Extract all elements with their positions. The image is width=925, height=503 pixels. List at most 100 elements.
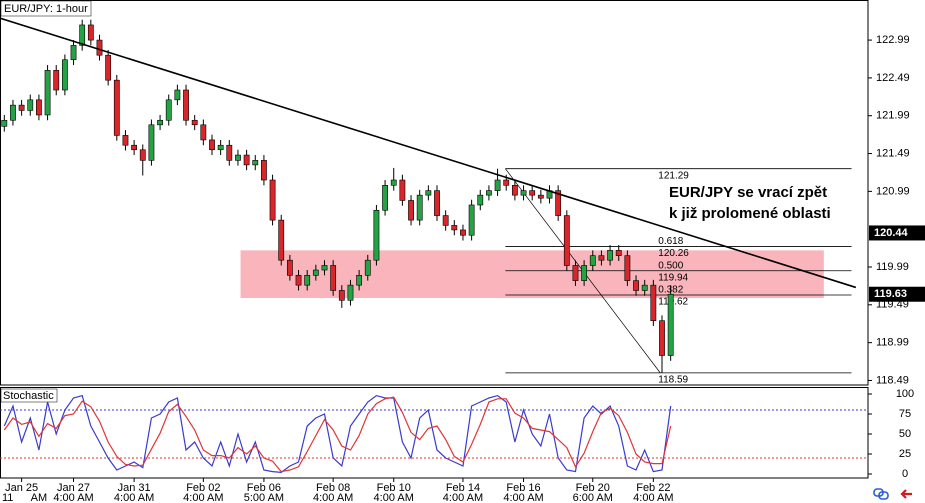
candle-body [278,219,285,261]
price-tag [869,286,925,302]
fib-label: 121.29 [658,170,689,181]
price-tag-label: 119.63 [874,288,907,300]
candle-body [589,255,596,266]
candle-body [434,190,440,216]
candle-body [295,275,302,286]
x-tick-label: Jan 25 [5,482,38,494]
candle-body [200,124,207,141]
x-time-label: 6:00 AM [573,492,613,503]
candle-body [96,39,103,56]
candle-body [252,160,259,166]
candle-body [174,89,181,101]
candle-body [442,215,449,226]
candle-body [572,265,579,281]
x-time-label: 4:00 AM [183,492,223,503]
candle-body [87,24,94,41]
candle-body [148,124,155,161]
fib-price: 120.26 [658,248,689,259]
x-tick-label: Feb 08 [316,482,350,494]
price-tag [869,225,925,241]
candle-body [157,119,163,126]
y-tick-label: 119.99 [876,261,909,273]
x-tick-label: Feb 02 [186,482,220,494]
axes: 122.99 122.49 121.99 121.49 120.99 119.99 119.… [2,34,925,503]
candle-body [36,99,42,116]
candle-body [494,179,501,191]
toolbar-icons[interactable] [873,488,912,500]
y-tick-label: 118.99 [876,337,909,349]
candle-body [226,144,233,161]
candle-body [243,154,250,166]
candle-body [18,104,25,111]
candle-body [408,200,414,221]
candle-body [390,179,397,186]
fib-label: 118.59 [658,375,688,386]
x-time-label: 4:00 AM [443,492,483,503]
y-tick-label: 0 [902,468,908,480]
candle-body [105,54,112,81]
candle-body [217,144,224,151]
x-time-label: 5:00 AM [244,492,284,503]
candle-body [61,59,68,91]
y-tick-label: 50 [899,428,911,440]
main-panel-frame [0,0,869,386]
link-icon-part [878,491,889,500]
stochastic-title-box [0,388,58,403]
candle-body [165,99,172,121]
candle-body [624,255,631,281]
fib-ratio: 0.500 [658,260,683,271]
x-tick-label: Jan 31 [118,482,151,494]
stochastic-title: Stochastic [3,390,54,402]
candle-body [416,194,423,221]
candle-body [269,179,276,221]
x-tick-label: Feb 14 [446,482,480,494]
candle-body [10,104,16,121]
candle-body [1,119,8,127]
main-plot: 121.29118.590.618120.260.500119.940.3821… [0,17,857,386]
x-time-label: 4:00 AM [503,492,543,503]
candle-body [79,24,86,46]
candle-body [382,185,388,211]
x-tick-label: Feb 06 [247,482,281,494]
candle-body [615,250,622,256]
candle-body [520,190,527,196]
candle-body [477,194,484,206]
candle-body [425,190,432,196]
price-tag-label: 120.44 [874,227,909,239]
y-tick-label: 122.49 [876,72,910,84]
candle-body [330,265,337,291]
y-tick-label: 122.99 [876,34,910,46]
candle-body [607,250,613,261]
annotation: k již prolomené oblasti [669,205,831,222]
candle-body [191,119,198,126]
candle-body [529,190,536,196]
y-tick-label: 121.49 [876,147,910,159]
candle-body [70,45,77,61]
candle-body [364,259,371,276]
x-tick-label: Jan 27 [57,482,90,494]
x-time-label: AM [31,492,48,503]
x-tick-label: Feb 16 [506,482,540,494]
fib-price: 119.94 [658,272,688,283]
x-tick-label: Feb 10 [377,482,411,494]
y-tick-label: 75 [899,408,911,420]
title-box [0,0,92,17]
x-time-label: 4:00 AM [374,492,414,503]
stochastic-plot [0,394,868,474]
stochastic-line [3,394,672,474]
candle-body [486,190,492,196]
candle-body [27,99,34,111]
candle-body [373,209,380,261]
x-tick-label: Feb 20 [576,482,610,494]
fib-ratio: 0.618 [658,236,683,247]
x-time-label: 11 [2,492,13,503]
candle-body [347,284,354,301]
chart-title: EUR/JPY: 1-hour [4,3,88,15]
trendline [0,17,857,289]
y-tick-label: 121.99 [876,110,910,122]
candle-body [650,284,657,322]
y-tick-label: 25 [899,448,911,460]
x-tick-label: Feb 22 [636,482,670,494]
arrow-icon[interactable] [900,489,912,499]
